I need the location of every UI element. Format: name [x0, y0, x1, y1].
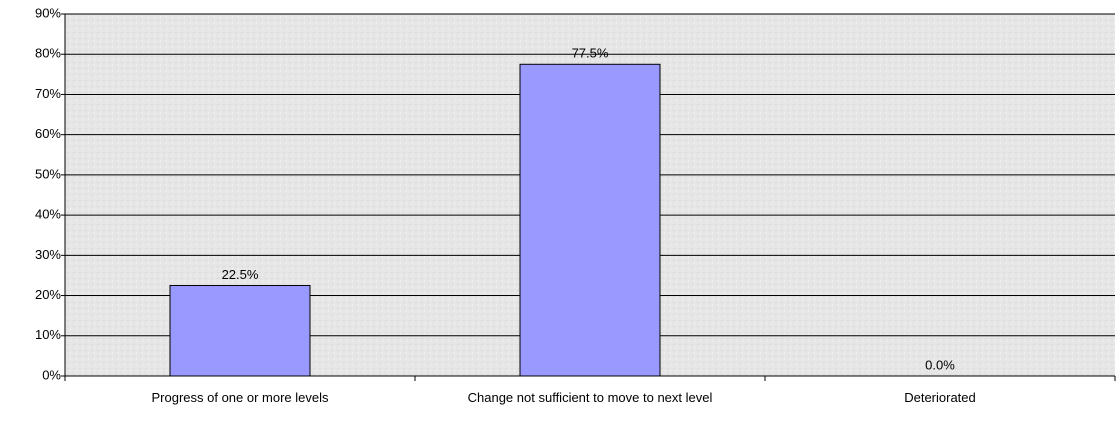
y-tick-label: 90% [35, 5, 61, 20]
x-tick-label: Deteriorated [904, 390, 976, 405]
bar [519, 63, 661, 377]
y-tick-label: 20% [35, 287, 61, 302]
y-tick-label: 0% [42, 367, 61, 382]
y-tick-label: 10% [35, 327, 61, 342]
y-tick-label: 70% [35, 86, 61, 101]
y-tick-label: 50% [35, 166, 61, 181]
x-tick-label: Change not sufficient to move to next le… [467, 390, 713, 405]
value-label: 77.5% [572, 46, 609, 61]
y-tick-label: 60% [35, 126, 61, 141]
value-label: 0.0% [925, 357, 955, 372]
value-label: 22.5% [222, 267, 259, 282]
x-tick-label: Progress of one or more levels [151, 390, 329, 405]
y-tick-label: 80% [35, 46, 61, 61]
bar [169, 285, 311, 377]
y-tick-label: 40% [35, 207, 61, 222]
y-tick-label: 30% [35, 247, 61, 262]
